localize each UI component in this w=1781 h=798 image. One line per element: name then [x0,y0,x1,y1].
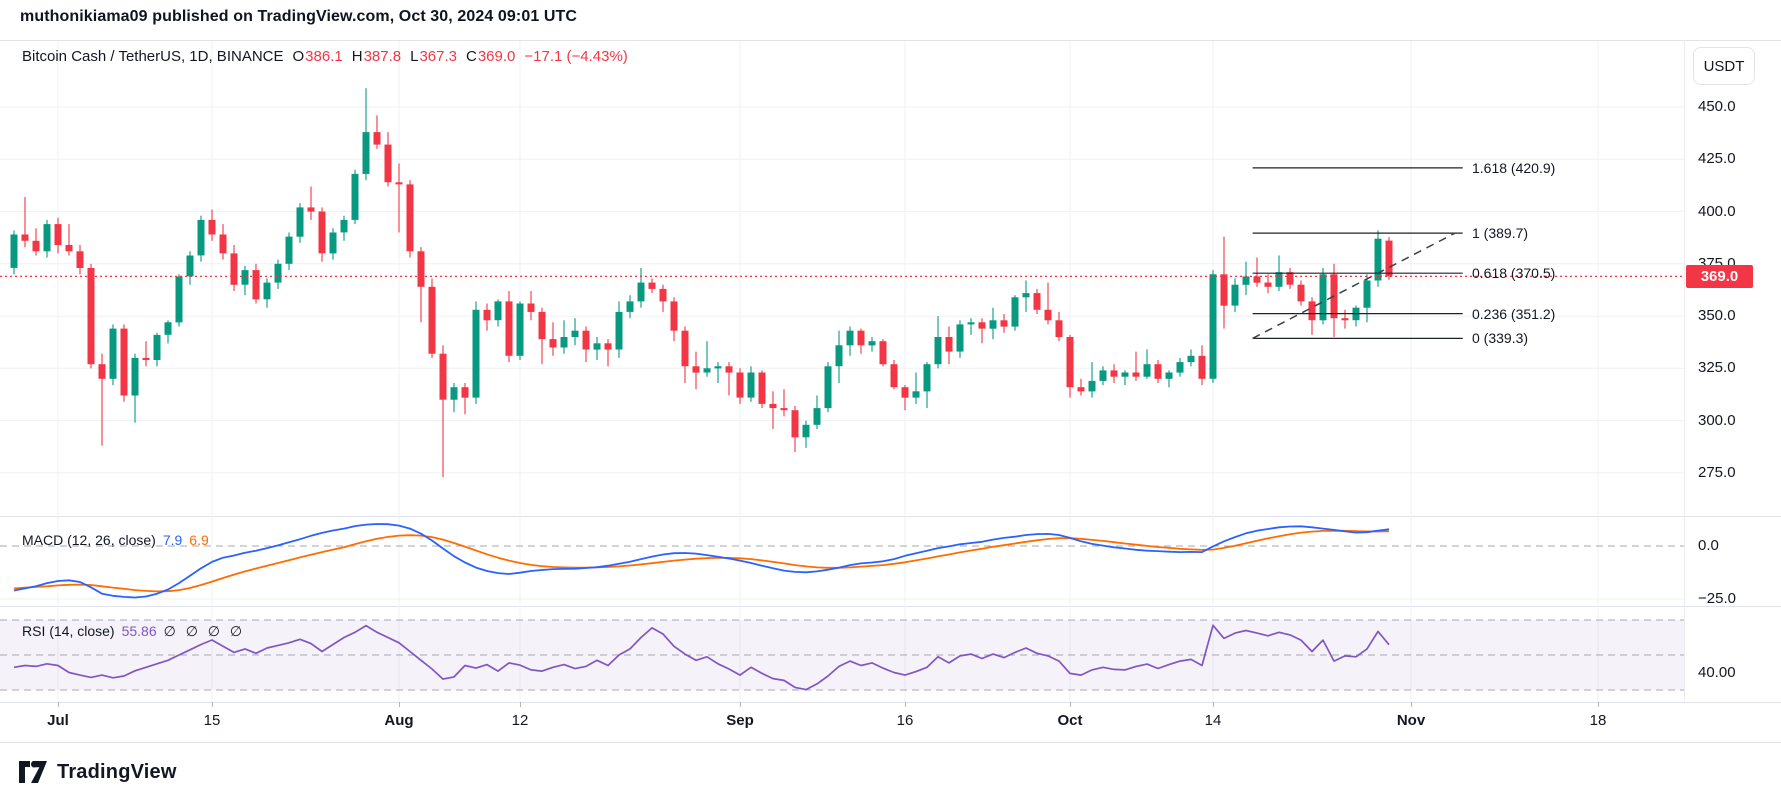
time-tick [1213,702,1214,707]
fib-level-label[interactable]: 1 (389.7) [1472,225,1529,241]
price-axis-border [1684,40,1685,702]
time-tick-label: 18 [1589,712,1607,729]
time-tick-label: Oct [1057,712,1083,729]
macd-signal-value: 6.9 [189,532,209,548]
time-tick-label: 12 [511,712,529,729]
time-axis-border [0,702,1781,703]
ohlc-high: H387.8 [351,48,402,65]
brand-text: TradingView [57,760,177,783]
time-tick [1411,702,1412,707]
time-tick [740,702,741,707]
macd-label: MACD (12, 26, close) [22,532,156,548]
time-tick-label: Nov [1396,712,1426,729]
ohlc-low: L367.3 [410,48,457,65]
axis-tick-label: 350.0 [1698,307,1736,325]
axis-tick-label: 425.0 [1698,150,1736,168]
candlestick-chart[interactable] [0,0,1684,742]
price-axis[interactable]: 450.0 425.0 400.0 375.0 350.0 325.0 300.0 275.0… [1684,40,1781,742]
axis-tick-label: −25.0 [1698,590,1736,607]
chart-bottom-border [0,742,1781,743]
axis-tick-label: 400.0 [1698,202,1736,220]
time-tick [399,702,400,707]
time-tick-label: Jul [47,712,69,729]
fib-level-label[interactable]: 0.236 (351.2) [1472,306,1556,322]
pane-separator-rsi[interactable] [0,606,1781,607]
axis-tick-label: 450.0 [1698,98,1736,116]
macd-legend[interactable]: MACD (12, 26, close) 7.9 6.9 [22,532,209,548]
candles-layer [10,88,1393,478]
time-tick-label: 14 [1204,712,1222,729]
axis-tick-label: 40.00 [1698,663,1736,681]
time-tick [1598,702,1599,707]
symbol-legend[interactable]: Bitcoin Cash / TetherUS, 1D, BINANCE O38… [22,48,628,65]
last-price-badge: 369.0 [1686,265,1753,288]
fib-level-label[interactable]: 0.618 (370.5) [1472,265,1556,281]
time-tick [1070,702,1071,707]
time-tick [58,702,59,707]
chart-top-border [0,40,1781,41]
time-tick-label: 16 [896,712,914,729]
time-tick [520,702,521,707]
axis-tick-label: 275.0 [1698,463,1736,481]
pane-separator-macd[interactable] [0,516,1781,517]
ohlc-open: O386.1 [292,48,343,65]
fib-level-label[interactable]: 0 (339.3) [1472,330,1529,346]
time-tick [212,702,213,707]
currency-toggle-button[interactable]: USDT [1693,47,1755,85]
fib-level-label[interactable]: 1.618 (420.9) [1472,160,1556,176]
tradingview-logo-icon [19,761,47,783]
page-title: muthonikiama09 published on TradingView.… [20,8,578,25]
change-value: −17.1 (−4.43%) [524,48,628,65]
axis-tick-label: 0.0 [1698,537,1719,554]
axis-tick-label: 325.0 [1698,359,1736,377]
rsi-legend[interactable]: RSI (14, close) 55.86 ∅ ∅ ∅ ∅ [22,623,245,640]
ohlc-close: C369.0 [466,48,516,65]
footer-logo[interactable]: TradingView [18,760,177,784]
macd-value: 7.9 [162,532,183,548]
symbol-title: Bitcoin Cash / TetherUS, 1D, BINANCE [22,48,284,65]
time-tick [905,702,906,707]
rsi-value: 55.86 [121,623,157,639]
time-axis[interactable]: Jul 15 Aug 12 Sep 16 Oct 14 Nov 18 [0,702,1781,742]
axis-tick-label: 300.0 [1698,411,1736,429]
time-tick-label: Sep [726,712,754,729]
rsi-null-values: ∅ ∅ ∅ ∅ [163,623,246,639]
rsi-label: RSI (14, close) [22,623,115,639]
time-tick-label: Aug [384,712,414,729]
time-tick-label: 15 [203,712,221,729]
